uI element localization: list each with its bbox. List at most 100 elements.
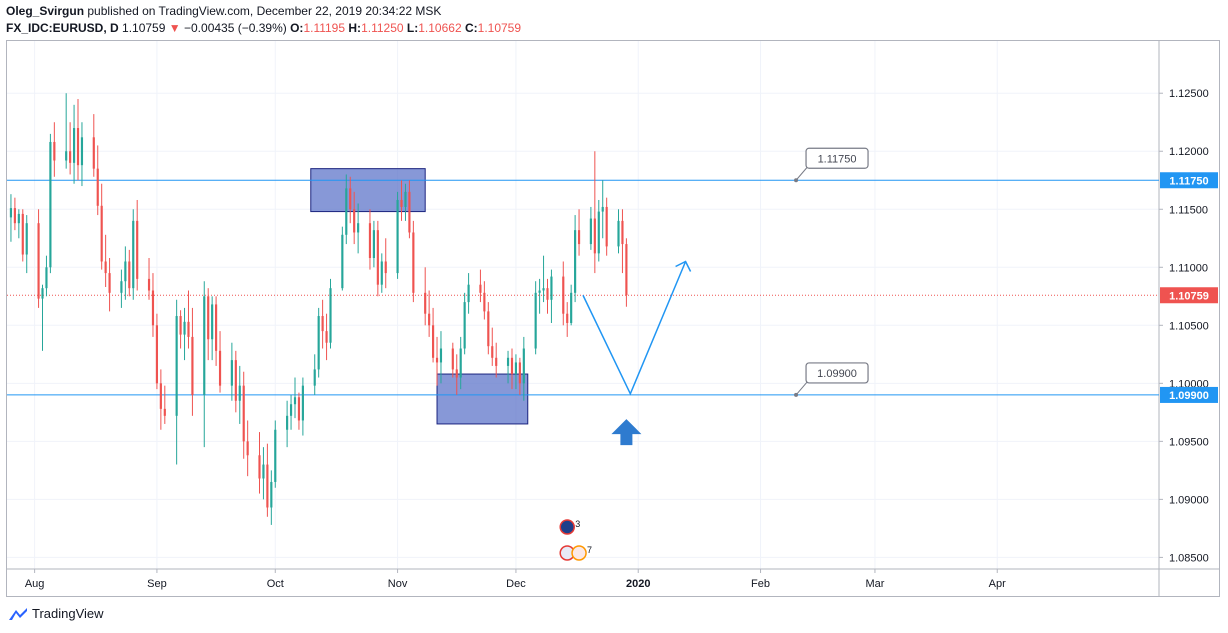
candle-body	[179, 316, 182, 335]
x-tick-label: 2020	[626, 578, 650, 590]
candle-body	[357, 223, 360, 233]
candle-body	[518, 362, 521, 384]
candle-body	[479, 284, 482, 293]
candle-body	[574, 230, 577, 293]
x-tick-label: Nov	[388, 578, 408, 590]
candle-body	[53, 141, 56, 161]
candle-body	[538, 290, 541, 293]
open-label: O:	[290, 21, 304, 35]
candle-body	[297, 397, 301, 421]
candle-body	[151, 290, 155, 326]
level-axis-label: 1.11750	[1169, 175, 1208, 187]
chart-frame[interactable]: 1.12500 1.12000 1.11500 1.11000 1.10500 1.100…	[6, 40, 1220, 597]
candle-body	[372, 230, 375, 259]
down-arrow-icon: ▼	[168, 21, 181, 35]
level-axis-label: 1.09900	[1169, 390, 1209, 402]
x-tick-label: Aug	[25, 578, 45, 590]
candle-body	[218, 350, 222, 386]
last-price-axis-label: 1.10759	[1169, 290, 1209, 302]
candle-body	[625, 244, 628, 296]
ohlc-legend: FX_IDC:EURUSD, D 1.10759 ▼ −0.00435 (−0.…	[6, 21, 521, 35]
candle-body	[353, 209, 356, 233]
candle-body	[25, 223, 28, 255]
candle-body	[100, 205, 103, 262]
candle-body	[345, 188, 348, 235]
close-label: C:	[464, 21, 478, 35]
y-tick-label: 1.12500	[1169, 88, 1209, 100]
candle-body	[329, 288, 332, 343]
candle-body	[128, 261, 131, 289]
candle-body	[317, 316, 320, 370]
y-tick-label: 1.09000	[1169, 494, 1209, 506]
candle-body	[108, 273, 111, 293]
candle-body	[37, 223, 40, 299]
candle-body	[506, 357, 510, 366]
candle-body	[412, 232, 415, 293]
candle-body	[487, 311, 490, 347]
tradingview-footer[interactable]: TradingView	[8, 606, 104, 621]
candle-body	[92, 137, 95, 169]
eu-flag-icon	[559, 519, 575, 535]
event-count: 3	[575, 519, 580, 529]
candle-body	[96, 168, 99, 206]
y-tick-label: 1.10500	[1169, 320, 1209, 332]
price-change: −0.00435 (−0.39%)	[184, 21, 287, 35]
last-price: 1.10759	[122, 21, 166, 35]
candle-body	[349, 188, 352, 210]
candle-body	[459, 348, 462, 378]
candle-body	[41, 288, 44, 299]
y-tick-label: 1.12000	[1169, 146, 1209, 158]
candle-body	[431, 325, 435, 358]
candle-body	[534, 292, 537, 349]
event-count: 7	[587, 545, 592, 555]
supply-demand-zone	[310, 168, 426, 213]
candle-body	[463, 302, 466, 349]
candle-body	[439, 348, 443, 363]
candle-body	[124, 261, 127, 282]
candle-body	[424, 292, 427, 314]
candle-body	[238, 385, 241, 401]
candle-body	[136, 220, 139, 279]
candle-body	[286, 415, 289, 430]
candle-body	[159, 383, 162, 409]
y-tick-label: 1.09500	[1169, 436, 1209, 448]
high-label: H:	[348, 21, 362, 35]
candle-body	[9, 208, 13, 218]
candle-body	[175, 316, 178, 416]
candle-body	[289, 404, 293, 416]
x-tick-label: Mar	[865, 578, 884, 590]
candle-body	[435, 357, 439, 363]
candle-body	[17, 213, 20, 224]
candle-body	[428, 313, 431, 326]
projection-arrowhead	[675, 260, 692, 272]
candle-body	[147, 278, 151, 291]
price-chart[interactable]: 1.125001.120001.115001.110001.105001.100…	[7, 41, 1219, 596]
candle-body	[605, 206, 608, 247]
candle-body	[495, 357, 498, 366]
candle-body	[601, 206, 604, 212]
candle-body	[207, 296, 210, 340]
candle-body	[242, 385, 245, 442]
candle-body	[155, 325, 159, 384]
level-axis-label-bg	[1160, 386, 1218, 403]
candle-body	[396, 199, 399, 274]
up-arrow-icon	[611, 419, 642, 446]
candle-body	[187, 321, 190, 337]
publish-info: Oleg_Svirgun published on TradingView.co…	[6, 4, 441, 18]
brand-name: TradingView	[32, 606, 104, 621]
us-flag-icon	[571, 545, 587, 561]
candle-body	[246, 441, 249, 456]
candle-body	[234, 360, 237, 401]
y-tick-label: 1.11000	[1169, 262, 1208, 274]
candle-body	[321, 316, 324, 332]
author-name[interactable]: Oleg_Svirgun	[6, 4, 85, 18]
candle-body	[368, 223, 372, 259]
publish-text: published on TradingView.com, December 2…	[87, 4, 442, 18]
candle-body	[380, 261, 383, 285]
level-callout-box	[805, 362, 869, 384]
candle-body	[546, 288, 549, 300]
candle-body	[230, 360, 233, 386]
level-callout-text: 1.09900	[817, 368, 857, 380]
candle-body	[542, 288, 545, 291]
candle-body	[514, 362, 518, 375]
